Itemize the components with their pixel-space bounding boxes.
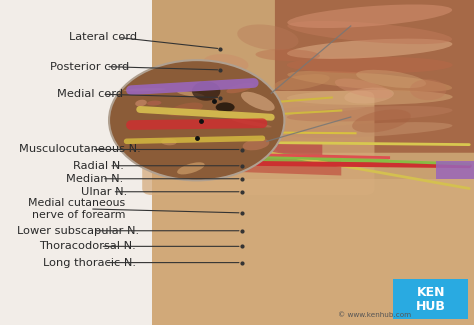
Ellipse shape xyxy=(243,138,269,150)
Text: Thoracodorsal N.: Thoracodorsal N. xyxy=(39,241,136,251)
Text: Ulnar N.: Ulnar N. xyxy=(81,187,127,197)
FancyBboxPatch shape xyxy=(142,91,374,195)
Text: KEN
HUB: KEN HUB xyxy=(416,286,446,313)
Ellipse shape xyxy=(273,74,330,90)
Ellipse shape xyxy=(168,103,203,116)
Ellipse shape xyxy=(161,138,177,145)
Text: Long thoracic N.: Long thoracic N. xyxy=(43,258,136,267)
Ellipse shape xyxy=(352,110,411,133)
Ellipse shape xyxy=(227,83,254,93)
Ellipse shape xyxy=(203,54,248,73)
Bar xyxy=(152,179,474,325)
Ellipse shape xyxy=(147,100,161,106)
Ellipse shape xyxy=(192,81,220,101)
Text: Lateral cord: Lateral cord xyxy=(69,32,137,42)
Ellipse shape xyxy=(287,57,453,73)
Ellipse shape xyxy=(287,39,452,59)
Text: Medial cord: Medial cord xyxy=(57,89,123,99)
Ellipse shape xyxy=(287,21,452,44)
Ellipse shape xyxy=(241,92,275,111)
Ellipse shape xyxy=(287,5,452,28)
Ellipse shape xyxy=(124,88,165,91)
Ellipse shape xyxy=(232,119,272,127)
Ellipse shape xyxy=(287,122,452,138)
Ellipse shape xyxy=(255,49,320,61)
Ellipse shape xyxy=(287,90,453,105)
Ellipse shape xyxy=(275,105,365,113)
Ellipse shape xyxy=(216,102,235,112)
Ellipse shape xyxy=(135,100,147,106)
Text: Musculocutaneous N.: Musculocutaneous N. xyxy=(19,145,141,154)
Ellipse shape xyxy=(356,70,426,88)
Bar xyxy=(152,0,474,325)
Ellipse shape xyxy=(287,106,453,122)
Ellipse shape xyxy=(237,24,299,50)
Bar xyxy=(436,161,474,179)
Ellipse shape xyxy=(287,71,452,92)
Ellipse shape xyxy=(344,87,394,104)
Text: Median N.: Median N. xyxy=(66,174,124,184)
Text: Lower subscapular N.: Lower subscapular N. xyxy=(17,226,139,236)
Text: Radial N.: Radial N. xyxy=(73,161,124,171)
Polygon shape xyxy=(152,150,341,176)
Ellipse shape xyxy=(410,79,447,100)
Polygon shape xyxy=(152,136,322,162)
Bar xyxy=(393,279,468,319)
Ellipse shape xyxy=(335,79,392,98)
Text: © www.kenhub.com: © www.kenhub.com xyxy=(338,312,411,318)
Circle shape xyxy=(109,60,284,180)
Text: Medial cutaneous
nerve of forearm: Medial cutaneous nerve of forearm xyxy=(28,198,126,220)
Ellipse shape xyxy=(177,91,204,97)
Ellipse shape xyxy=(177,162,205,175)
FancyBboxPatch shape xyxy=(275,0,474,153)
Text: Posterior cord: Posterior cord xyxy=(50,62,129,72)
